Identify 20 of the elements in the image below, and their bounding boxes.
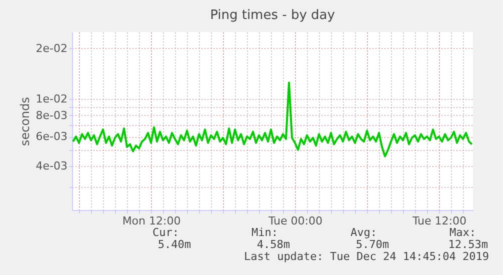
x-tick-label: Tue 12:00 xyxy=(412,214,466,228)
text: 5.70m xyxy=(356,238,390,251)
chart-title: Ping times - by day xyxy=(210,8,336,23)
y-tick-label: 6e-03 xyxy=(36,130,68,144)
y-axis-title: seconds xyxy=(18,96,32,146)
text: Min: xyxy=(252,226,278,239)
text: Max: xyxy=(450,226,476,239)
text: Avg: xyxy=(350,226,377,239)
text: Cur: xyxy=(152,226,179,239)
y-tick-label: 2e-02 xyxy=(36,42,68,55)
y-tick-label: 8e-03 xyxy=(36,108,68,122)
x-tick-label: Mon 12:00 xyxy=(122,214,181,228)
text: 12.53m xyxy=(448,238,488,251)
text: 4.58m xyxy=(256,238,290,251)
text: Last update: Tue Dec 24 14:45:04 2019 xyxy=(244,250,489,263)
line-series xyxy=(72,82,473,158)
y-tick-label: 4e-03 xyxy=(36,160,68,173)
y-tick-label: 1e-02 xyxy=(36,92,68,106)
text: 5.40m xyxy=(158,238,192,251)
x-tick-label: Tue 00:00 xyxy=(268,214,322,228)
